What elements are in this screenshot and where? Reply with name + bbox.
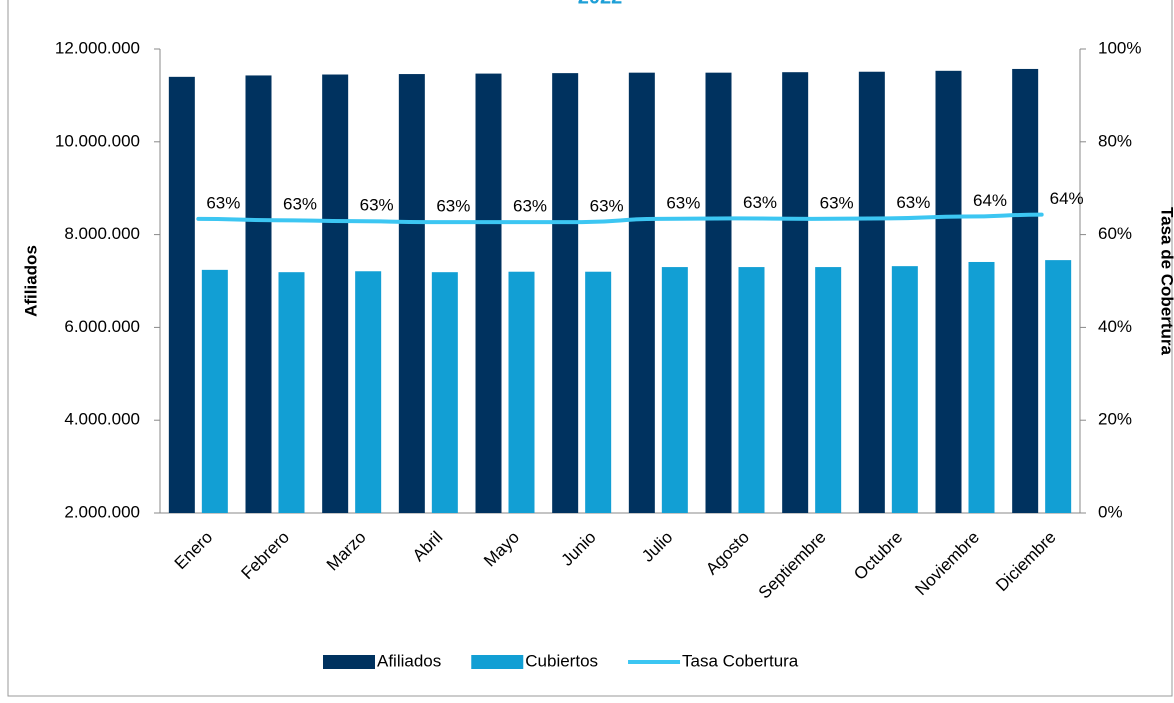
x-tick-label: Mayo bbox=[480, 528, 523, 571]
bar bbox=[782, 72, 809, 513]
bar bbox=[398, 74, 425, 513]
legend-label: Afiliados bbox=[377, 651, 441, 670]
y-axis-title: Afiliados bbox=[21, 245, 40, 317]
chart-title: 2022 bbox=[578, 0, 623, 8]
y-tick-label: 4.000.000 bbox=[64, 410, 140, 429]
data-label: 63% bbox=[436, 197, 470, 216]
bar bbox=[858, 71, 885, 514]
bar bbox=[245, 75, 272, 513]
x-tick-label: Julio bbox=[638, 528, 676, 566]
y2-axis-title: Tasa de Cobertura bbox=[1158, 207, 1174, 356]
bar bbox=[431, 272, 458, 513]
y-tick-label: 10.000.000 bbox=[55, 131, 140, 150]
line bbox=[196, 212, 1044, 225]
legend-swatch bbox=[323, 655, 375, 669]
data-label: 63% bbox=[896, 193, 930, 212]
y-tick-label: 2.000.000 bbox=[64, 502, 140, 521]
bar bbox=[935, 70, 962, 514]
bar bbox=[891, 266, 918, 513]
bar bbox=[278, 272, 305, 513]
bar bbox=[508, 271, 535, 513]
y2-tick-label: 40% bbox=[1098, 317, 1132, 336]
x-tick-label: Septiembre bbox=[755, 528, 830, 603]
x-tick-label: Octubre bbox=[850, 528, 906, 584]
data-label: 63% bbox=[283, 195, 317, 214]
x-tick-label: Diciembre bbox=[992, 528, 1060, 596]
y2-tick-label: 0% bbox=[1098, 502, 1123, 521]
data-label: 63% bbox=[360, 196, 394, 215]
chart-frame bbox=[7, 0, 1173, 697]
bar bbox=[968, 261, 995, 513]
bar bbox=[628, 72, 655, 513]
x-tick-label: Junio bbox=[557, 528, 599, 570]
bar bbox=[661, 267, 688, 513]
y-tick-label: 12.000.000 bbox=[55, 38, 140, 57]
y2-tick-label: 20% bbox=[1098, 410, 1132, 429]
legend-swatch bbox=[471, 655, 524, 669]
y2-tick-label: 100% bbox=[1098, 38, 1141, 57]
bar bbox=[168, 76, 195, 513]
data-label: 63% bbox=[590, 197, 624, 216]
bar bbox=[1012, 68, 1039, 514]
y2-tick-label: 80% bbox=[1098, 131, 1132, 150]
legend-label: Cubiertos bbox=[525, 651, 598, 670]
x-tick-label: Abril bbox=[409, 528, 446, 565]
data-label: 63% bbox=[820, 193, 854, 212]
data-label: 63% bbox=[206, 193, 240, 212]
bar bbox=[201, 269, 228, 513]
bar bbox=[585, 271, 612, 513]
data-label: 64% bbox=[1050, 189, 1084, 208]
bar bbox=[705, 72, 732, 513]
x-tick-label: Noviembre bbox=[911, 528, 983, 600]
y-tick-label: 6.000.000 bbox=[64, 317, 140, 336]
bar bbox=[815, 267, 842, 513]
x-tick-label: Agosto bbox=[702, 528, 753, 579]
bar bbox=[552, 73, 579, 514]
data-label: 64% bbox=[973, 191, 1007, 210]
data-label: 63% bbox=[666, 193, 700, 212]
bar bbox=[738, 267, 765, 513]
x-tick-label: Marzo bbox=[323, 528, 370, 575]
data-label: 63% bbox=[513, 197, 547, 216]
data-label: 63% bbox=[743, 193, 777, 212]
bar bbox=[355, 271, 382, 513]
x-tick-label: Enero bbox=[171, 528, 217, 574]
y2-tick-label: 60% bbox=[1098, 224, 1132, 243]
legend-label: Tasa Cobertura bbox=[682, 651, 799, 670]
x-tick-label: Febrero bbox=[237, 528, 293, 584]
bar bbox=[322, 74, 349, 514]
bar bbox=[475, 73, 502, 513]
bar bbox=[1045, 260, 1072, 513]
y-tick-label: 8.000.000 bbox=[64, 224, 140, 243]
